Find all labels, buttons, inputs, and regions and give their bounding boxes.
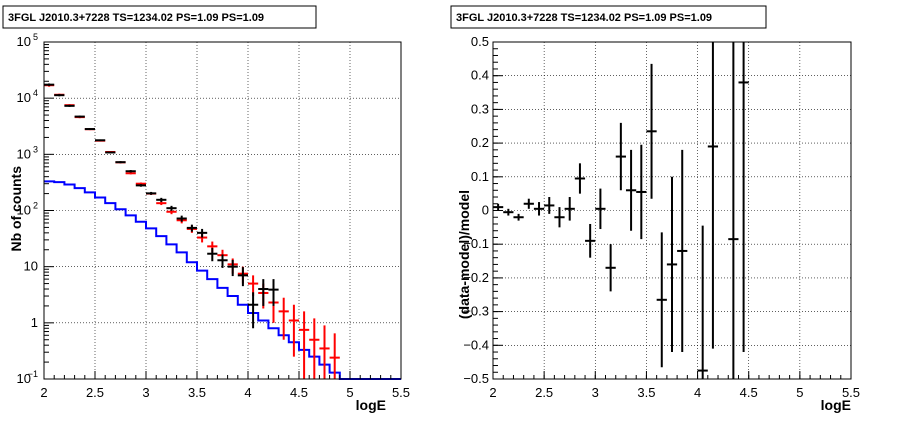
y-tick-label: 10 (17, 34, 31, 49)
x-tick-label: 5.5 (392, 385, 410, 400)
series-left (44, 83, 401, 380)
grid-right (493, 42, 851, 379)
panel-residuals: 2 2.5 3 3.5 4 4.5 5 5.5 −0.5 −0.4 −0.3 −0.2 −0.1 0 0.… (450, 5, 860, 413)
series-right (493, 42, 749, 379)
x-tick-label: 3 (142, 385, 149, 400)
chart-title-left: 3FGL J2010.3+7228 TS=1234.02 PS=1.09 PS=… (8, 12, 264, 24)
y-tick-exponent: −1 (28, 369, 38, 379)
model-step-line (44, 180, 401, 380)
x-tick-label: 4.5 (740, 385, 758, 400)
x-tick-label: 3.5 (188, 385, 206, 400)
x-tick-label: 2.5 (535, 385, 553, 400)
y-tick-label: 0 (482, 203, 489, 218)
y-tick-label: −0.2 (463, 270, 489, 285)
x-tick-label: 2 (489, 385, 496, 400)
y-tick-label: 0.2 (471, 135, 489, 150)
y-axis-label-left: Nb of counts (8, 166, 24, 252)
x-tick-label: 5 (796, 385, 803, 400)
x-tick-label: 5.5 (842, 385, 860, 400)
y-tick-label: 10 (17, 146, 31, 161)
x-tick-label: 3 (592, 385, 599, 400)
y-tick-label: −0.1 (463, 236, 489, 251)
y-tick-label: 10 (24, 259, 38, 274)
y-axis-right: −0.5 −0.4 −0.3 −0.2 −0.1 0 0.1 0.2 0.3 0.4 0.5 (463, 34, 503, 386)
chart-title-right: 3FGL J2010.3+7228 TS=1234.02 PS=1.09 PS=… (456, 12, 712, 24)
y-tick-label: 0.5 (471, 34, 489, 49)
y-tick-label: −0.3 (463, 304, 489, 319)
x-tick-label: 5 (346, 385, 353, 400)
x-tick-label: 4 (244, 385, 251, 400)
y-tick-exponent: 2 (33, 201, 38, 211)
y-tick-label: −0.5 (463, 371, 489, 386)
x-axis-label-left: logE (356, 397, 386, 413)
grid-left (44, 42, 401, 379)
y-tick-label: 10 (17, 90, 31, 105)
y-tick-exponent: 4 (33, 88, 38, 98)
y-tick-label: 10 (17, 371, 31, 386)
x-tick-label: 2.5 (86, 385, 104, 400)
x-tick-label: 3.5 (637, 385, 655, 400)
x-tick-label: 4.5 (290, 385, 308, 400)
y-tick-label: 0.4 (471, 68, 489, 83)
y-tick-exponent: 3 (33, 144, 38, 154)
y-tick-label: 1 (31, 315, 38, 330)
x-axis-right: 2 2.5 3 3.5 4 4.5 5 5.5 (489, 371, 860, 400)
x-tick-label: 2 (40, 385, 47, 400)
x-axis-label-right: logE (821, 397, 851, 413)
x-axis-left: 2 2.5 3 3.5 4 4.5 5 5.5 (40, 371, 410, 400)
y-tick-label: 0.1 (471, 169, 489, 184)
y-axis-label-right: (data-model)/model (456, 190, 472, 319)
title-box-right (450, 5, 767, 29)
y-tick-label: 10 (17, 203, 31, 218)
y-tick-exponent: 5 (33, 32, 38, 42)
y-tick-label: 0.3 (471, 101, 489, 116)
title-box-left (2, 5, 317, 29)
y-tick-label: −0.4 (463, 337, 489, 352)
x-tick-label: 4 (694, 385, 701, 400)
